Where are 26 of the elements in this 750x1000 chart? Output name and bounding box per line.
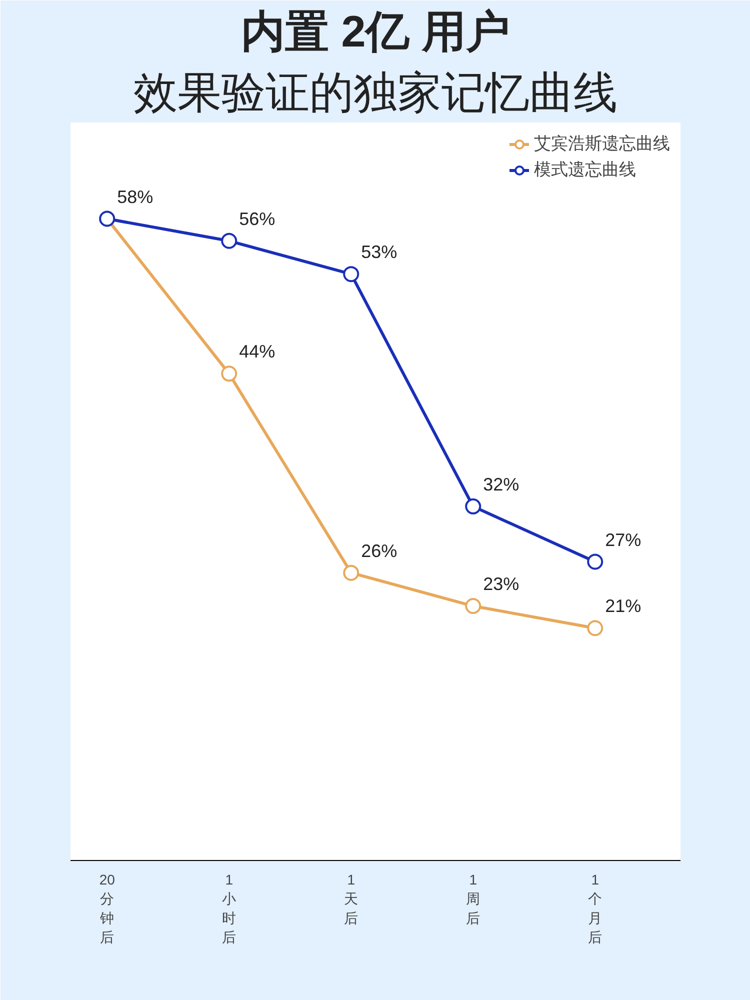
x-tick-label: 1个月后	[588, 872, 602, 946]
data-label: 56%	[239, 208, 276, 229]
data-label: 21%	[605, 596, 642, 616]
x-tick-label: 1小时后	[222, 872, 236, 946]
point	[221, 366, 238, 382]
x-tick-label: 20分钟后	[99, 872, 116, 946]
data-label: 44%	[239, 342, 276, 362]
data-label: 26%	[361, 540, 398, 561]
data-label: 27%	[605, 530, 642, 550]
chart-title: 内置 2亿 用户	[241, 8, 510, 56]
point	[587, 620, 604, 636]
data-label: 58%	[117, 186, 154, 207]
point	[343, 266, 360, 282]
point	[465, 498, 482, 514]
legend-label: 模式遗忘曲线	[534, 159, 636, 181]
x-tick-label: 1周后	[466, 872, 480, 926]
data-label: 53%	[361, 242, 398, 262]
point	[221, 232, 238, 249]
point	[465, 598, 482, 614]
x-tick-label: 1天后	[344, 872, 358, 926]
chart-subtitle: 效果验证的独家记忆曲线	[134, 68, 618, 118]
data-label: 23%	[483, 574, 520, 594]
legend-label: 艾宾浩斯遗忘曲线	[534, 133, 670, 155]
data-label: 32%	[483, 474, 520, 494]
point	[343, 564, 360, 581]
point	[587, 554, 604, 570]
